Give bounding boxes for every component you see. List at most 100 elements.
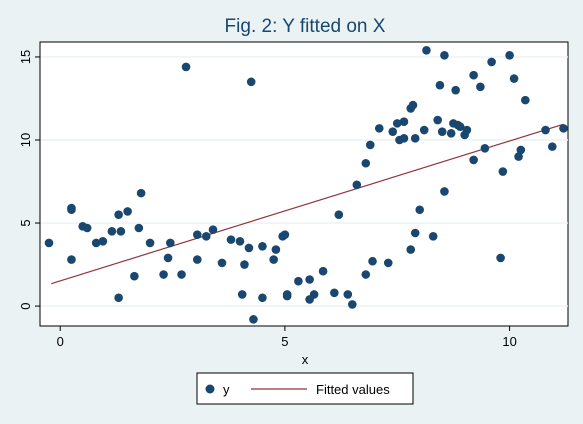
data-point-17 — [159, 270, 168, 279]
x-tick-label-0: 0 — [57, 334, 64, 349]
data-point-65 — [408, 100, 418, 110]
data-point-47 — [330, 288, 339, 298]
data-point-94 — [516, 145, 526, 155]
data-point-3 — [67, 205, 76, 215]
data-point-71 — [428, 232, 438, 241]
data-point-67 — [410, 134, 420, 143]
data-point-9 — [114, 210, 123, 220]
data-point-14 — [134, 223, 144, 233]
chart-title: Fig. 2: Y fitted on X — [225, 16, 386, 37]
data-point-75 — [440, 50, 449, 60]
data-point-57 — [383, 258, 393, 268]
data-point-45 — [309, 290, 319, 299]
data-point-58 — [388, 127, 398, 136]
data-point-53 — [361, 270, 371, 279]
data-point-81 — [455, 122, 465, 132]
fitted-line-series — [51, 123, 564, 285]
data-point-22 — [192, 230, 202, 239]
data-point-34 — [258, 293, 267, 303]
data-point-27 — [226, 235, 236, 244]
data-point-89 — [496, 253, 505, 263]
data-point-32 — [246, 77, 256, 87]
data-point-98 — [559, 124, 568, 133]
data-point-66 — [410, 228, 420, 238]
data-point-18 — [163, 253, 173, 263]
data-point-64 — [406, 245, 416, 254]
data-point-1 — [67, 255, 76, 264]
data-point-70 — [422, 46, 431, 55]
data-point-6 — [91, 238, 101, 248]
data-point-87 — [480, 143, 490, 153]
data-point-51 — [352, 180, 362, 190]
data-point-69 — [419, 125, 429, 135]
data-point-24 — [201, 232, 211, 241]
data-point-52 — [361, 158, 371, 168]
x-tick-label-2: 10 — [502, 334, 516, 349]
plot-area — [39, 41, 569, 327]
data-point-20 — [177, 270, 186, 279]
data-point-62 — [399, 117, 409, 127]
data-point-7 — [98, 236, 108, 246]
data-point-86 — [476, 82, 485, 92]
data-point-11 — [116, 227, 126, 236]
data-point-76 — [440, 187, 449, 196]
fitted-values-line — [51, 123, 564, 285]
data-point-79 — [451, 85, 460, 95]
y-tick-label-1: 5 — [18, 219, 33, 226]
data-point-43 — [305, 275, 314, 284]
data-point-49 — [343, 290, 353, 299]
data-point-72 — [433, 115, 442, 125]
data-point-97 — [547, 142, 557, 151]
data-point-74 — [437, 127, 447, 136]
x-axis-label: x — [302, 352, 309, 367]
data-point-36 — [269, 255, 278, 264]
data-point-26 — [217, 258, 227, 268]
data-point-91 — [505, 50, 514, 60]
data-point-54 — [365, 140, 375, 150]
data-point-56 — [374, 124, 384, 133]
axes — [39, 42, 568, 327]
data-point-73 — [435, 80, 445, 90]
legend-label-y: y — [223, 382, 230, 397]
data-point-48 — [334, 210, 344, 220]
y-tick-label-3: 15 — [18, 50, 33, 64]
data-point-35 — [258, 241, 267, 251]
data-point-10 — [114, 293, 123, 303]
data-point-68 — [415, 205, 425, 215]
data-point-42 — [294, 276, 303, 286]
data-point-23 — [192, 255, 202, 264]
data-point-30 — [240, 260, 249, 269]
data-point-19 — [166, 238, 175, 248]
data-point-88 — [487, 57, 496, 67]
data-point-8 — [107, 227, 117, 236]
data-point-92 — [509, 74, 519, 83]
data-point-5 — [82, 223, 92, 233]
data-point-13 — [130, 271, 139, 281]
data-point-85 — [469, 155, 478, 165]
data-point-25 — [208, 225, 218, 234]
data-point-29 — [237, 290, 247, 299]
legend-marker-y — [205, 384, 215, 394]
data-point-28 — [235, 236, 245, 246]
data-point-96 — [541, 125, 550, 135]
y-tick-label-0: 0 — [18, 302, 33, 309]
grid-lines — [40, 56, 568, 307]
data-point-83 — [462, 125, 472, 135]
data-point-39 — [280, 230, 290, 239]
data-point-50 — [348, 300, 357, 309]
data-point-77 — [446, 129, 456, 138]
data-point-12 — [123, 207, 132, 216]
data-point-93 — [514, 152, 523, 161]
scatter-series — [44, 46, 568, 324]
data-point-90 — [498, 167, 508, 176]
legend: y Fitted values — [196, 372, 414, 405]
data-point-37 — [271, 245, 281, 254]
legend-label-fitted: Fitted values — [316, 382, 390, 397]
data-point-59 — [392, 119, 402, 128]
data-point-84 — [469, 70, 478, 80]
axis-ticks: 0 5 10 0 5 10 15 — [18, 50, 517, 349]
data-point-21 — [181, 62, 191, 72]
data-point-61 — [399, 134, 409, 143]
